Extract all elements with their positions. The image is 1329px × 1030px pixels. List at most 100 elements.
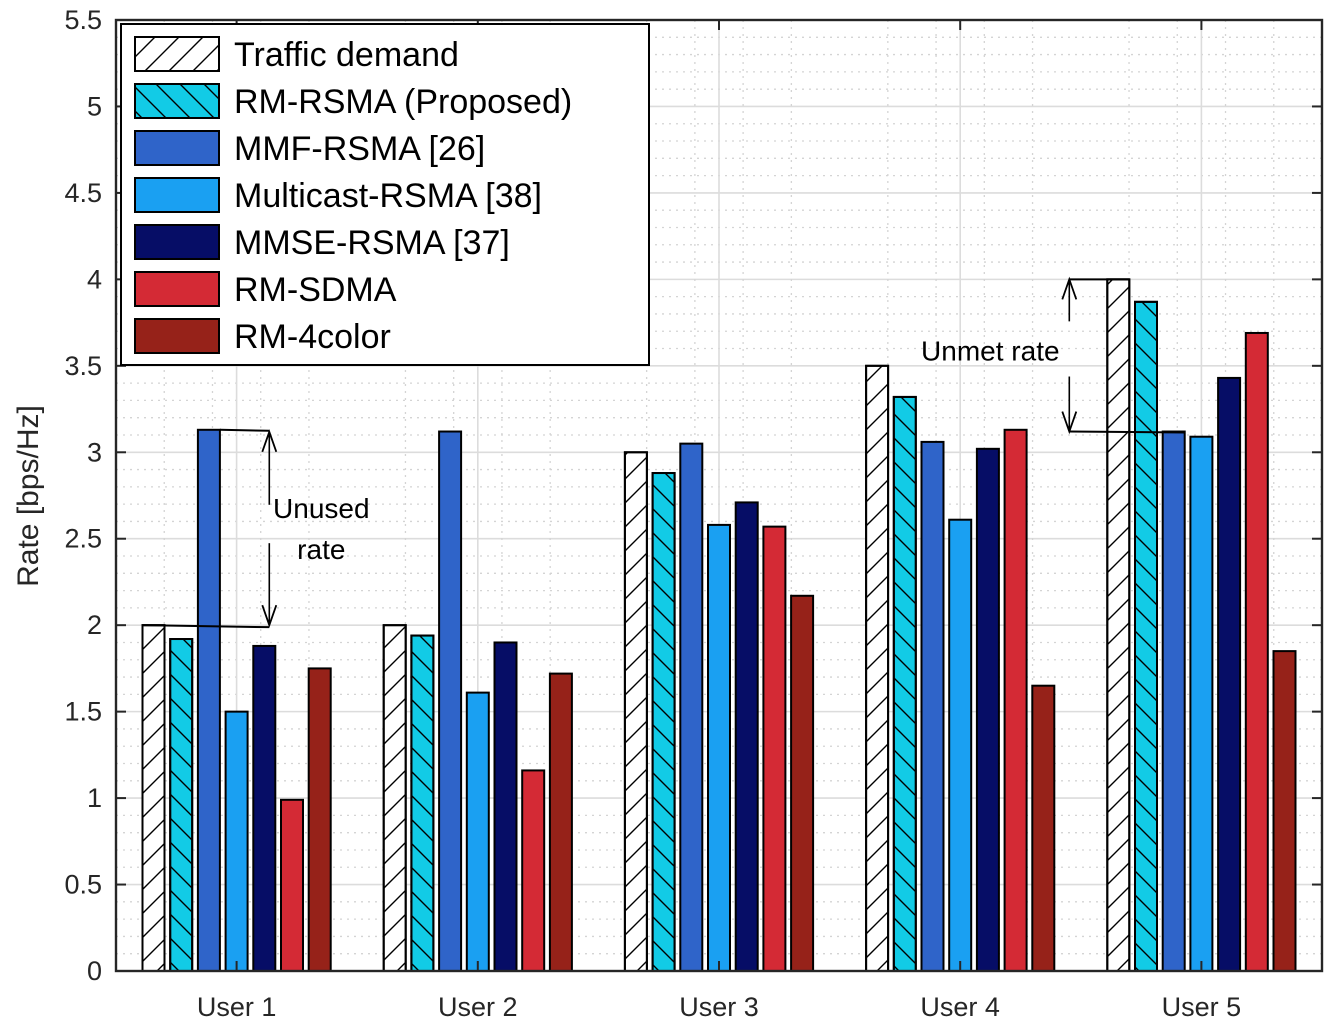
bar: [521, 769, 546, 973]
legend-label: RM-RSMA (Proposed): [234, 83, 572, 121]
y-tick-label: 3.5: [64, 351, 102, 381]
bar: [948, 518, 973, 972]
annotation-text: Unused: [273, 493, 370, 524]
bar: [410, 634, 435, 972]
bar: [280, 798, 304, 972]
bar-fill: [1189, 435, 1214, 972]
legend-item: Multicast-RSMA [38]: [134, 177, 542, 215]
y-axis: 0 0.5 1 1.5 2 2.5 3 3.5 4 4.5 5 5.5: [64, 5, 1322, 986]
annotations: Unused rate Unmet rate: [142, 276, 1185, 629]
bar-hatch: [651, 472, 676, 972]
bar: [1244, 331, 1269, 972]
legend-label: RM-4color: [234, 318, 391, 356]
bar: [493, 641, 518, 972]
bar: [548, 672, 573, 972]
legend-item: RM-SDMA: [134, 271, 397, 309]
arrow-head: [1061, 411, 1078, 435]
legend-swatch: [134, 224, 220, 260]
bar-fill: [493, 641, 518, 972]
legend-label: Traffic demand: [234, 36, 459, 74]
bar: [196, 428, 221, 972]
bar-fill: [1003, 428, 1028, 972]
y-tick-label: 2: [87, 610, 102, 640]
x-tick-label: User 5: [1162, 992, 1242, 1022]
legend-swatch: [134, 130, 220, 166]
arrow-head: [261, 429, 278, 453]
bar-fill: [521, 769, 546, 973]
bar-fill: [975, 447, 1000, 972]
bar: [382, 624, 407, 972]
bar: [1217, 376, 1242, 972]
bar: [651, 472, 676, 972]
bar: [1189, 435, 1214, 972]
bar-fill: [252, 644, 277, 972]
legend-swatch: [134, 318, 220, 354]
legend-label: RM-SDMA: [234, 271, 397, 309]
bar-fill: [224, 710, 249, 972]
legend-item: MMF-RSMA [26]: [134, 130, 485, 168]
bar-fill: [438, 430, 463, 973]
annotation-line: [142, 624, 270, 629]
y-tick-label: 4.5: [64, 178, 102, 208]
bar-hatch: [169, 638, 194, 972]
bar-hatch: [1106, 278, 1131, 972]
y-tick-label: 5: [87, 91, 102, 121]
bar-fill: [790, 594, 815, 973]
bar-fill: [948, 518, 973, 972]
bar-hatch: [410, 634, 435, 972]
x-tick-label: User 2: [438, 992, 518, 1022]
bar: [169, 638, 194, 972]
bar-hatch: [382, 624, 407, 972]
bar: [307, 667, 332, 973]
legend-swatch-hatch: [134, 83, 220, 119]
bar-fill: [707, 523, 731, 972]
legend-label: Multicast-RSMA [38]: [234, 177, 542, 215]
bar-fill: [1031, 684, 1056, 972]
bar: [141, 624, 166, 972]
bar-fill: [196, 428, 221, 972]
bar: [790, 594, 815, 973]
y-tick-label: 1: [87, 783, 102, 813]
y-tick-label: 0.5: [64, 870, 102, 900]
bar: [707, 523, 731, 972]
bar: [762, 525, 787, 973]
bar: [438, 430, 463, 973]
bar: [1003, 428, 1028, 972]
bar-fill: [920, 440, 945, 972]
y-tick-label: 1.5: [64, 697, 102, 727]
bar: [679, 442, 704, 972]
bar-hatch: [1134, 300, 1158, 973]
y-tick-label: 2.5: [64, 524, 102, 554]
bar: [920, 440, 945, 972]
bar: [975, 447, 1000, 972]
legend-item: RM-RSMA (Proposed): [134, 83, 572, 121]
bar: [623, 451, 648, 973]
legend-swatch-hatch: [134, 36, 220, 72]
annotation-unused-rate: Unused rate: [142, 428, 370, 629]
legend-item: Traffic demand: [134, 36, 459, 74]
bar-fill: [465, 691, 490, 973]
x-tick-label: User 4: [920, 992, 1000, 1022]
bar-hatch: [892, 395, 917, 972]
bar: [865, 364, 890, 972]
annotation-text: rate: [297, 534, 345, 565]
bar-fill: [307, 667, 332, 973]
legend-label: MMSE-RSMA [37]: [234, 224, 510, 262]
bar-fill: [1272, 650, 1297, 972]
bar: [465, 691, 490, 973]
bar-fill: [762, 525, 787, 973]
bar: [1106, 278, 1131, 972]
bar: [734, 501, 759, 972]
bar-hatch: [141, 624, 166, 972]
bar: [252, 644, 277, 972]
y-axis-label: Rate [bps/Hz]: [12, 405, 45, 587]
annotation-line: [219, 428, 270, 432]
y-tick-label: 4: [87, 264, 102, 294]
legend-item: RM-4color: [134, 318, 391, 356]
bar-hatch: [865, 364, 890, 972]
bar: [1031, 684, 1056, 972]
y-tick-label: 5.5: [64, 5, 102, 35]
bar: [224, 710, 249, 972]
bar-fill: [280, 798, 304, 972]
legend-label: MMF-RSMA [26]: [234, 130, 485, 168]
